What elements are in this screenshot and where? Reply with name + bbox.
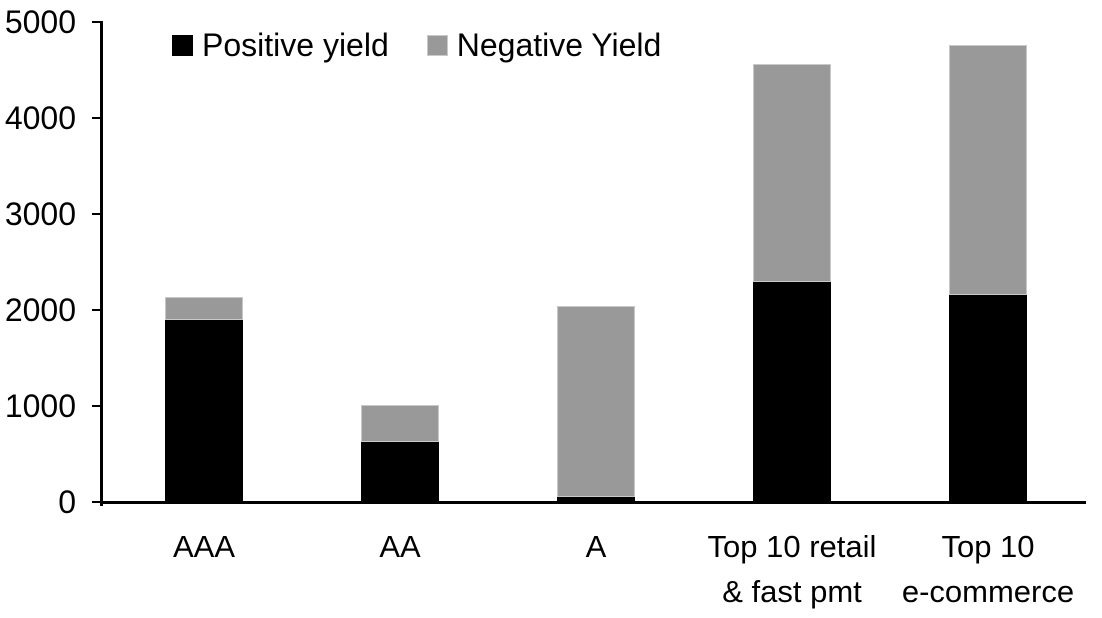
y-tick-mark (92, 21, 103, 23)
legend-label-negative-yield: Negative Yield (456, 27, 662, 63)
y-tick-label: 3000 (4, 196, 76, 232)
y-tick-label: 1000 (4, 388, 76, 424)
bar-segment-positive-yield (165, 319, 243, 501)
y-tick-mark (92, 117, 103, 119)
bar-segment-negative-yield (165, 297, 243, 320)
bar-segment-positive-yield (753, 282, 831, 501)
bar-segment-negative-yield (753, 64, 831, 283)
legend-item-negative-yield: Negative Yield (426, 27, 662, 63)
bar-segment-positive-yield (557, 497, 635, 501)
y-axis-line (100, 21, 103, 506)
legend-item-positive-yield: Positive yield (172, 29, 389, 61)
y-tick-mark (92, 405, 103, 407)
bar-segment-negative-yield (557, 306, 635, 498)
y-tick-label: 2000 (4, 292, 76, 328)
x-category-label: A (585, 529, 607, 564)
y-tick-label: 5000 (4, 4, 76, 40)
bar-segment-negative-yield (949, 45, 1027, 295)
x-category-label: AAA (172, 529, 236, 564)
x-category-label: Top 10 retail & fast pmt (707, 529, 877, 609)
bar-segment-positive-yield (361, 441, 439, 501)
chart-legend: Positive yield Negative Yield (172, 29, 661, 61)
x-category-label: AA (379, 529, 421, 564)
x-category-label: Top 10 e-commerce (901, 529, 1075, 609)
black-square-icon (172, 34, 193, 56)
x-axis-line (100, 501, 1086, 504)
y-tick-mark (92, 501, 103, 503)
gray-square-icon (426, 34, 448, 56)
bar-segment-positive-yield (949, 294, 1027, 501)
bar-segment-negative-yield (361, 405, 439, 442)
legend-label-positive-yield: Positive yield (202, 27, 389, 63)
y-tick-label: 4000 (4, 100, 76, 136)
y-tick-mark (92, 309, 103, 311)
y-tick-mark (92, 213, 103, 215)
y-tick-label: 0 (58, 484, 76, 520)
